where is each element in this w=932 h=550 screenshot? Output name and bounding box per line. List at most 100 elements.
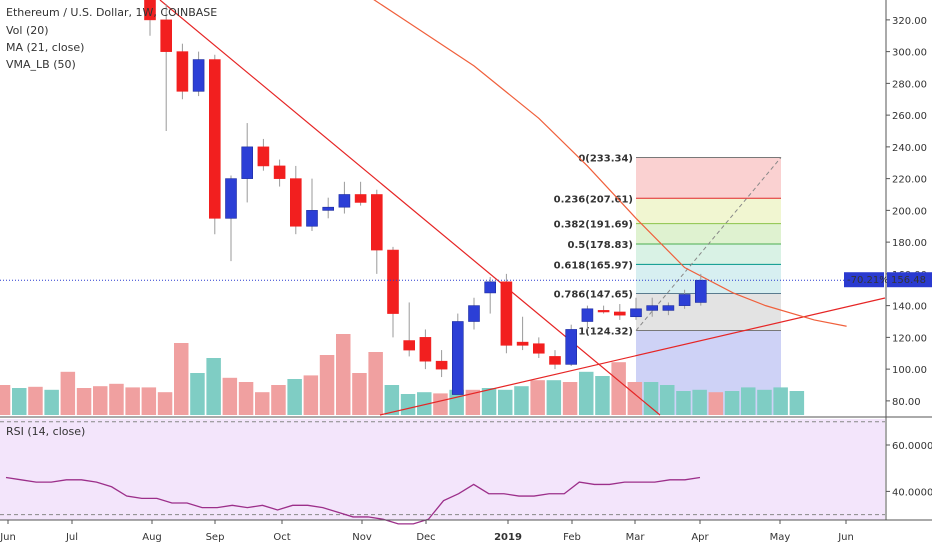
volume-bar	[741, 387, 756, 415]
volume-bar	[692, 389, 707, 415]
volume-bar	[498, 389, 513, 415]
volume-bar	[660, 385, 675, 415]
candle-body	[176, 51, 189, 92]
candle-body	[241, 146, 253, 179]
time-tick-label: May	[770, 532, 791, 543]
candle-body	[403, 340, 416, 351]
volume-bar	[433, 393, 448, 415]
fib-level-label: 0.618(165.97)	[554, 260, 633, 271]
volume-bar	[93, 386, 108, 415]
candle-body	[565, 329, 578, 365]
time-tick-label: Sep	[206, 532, 225, 543]
volume-bar	[44, 389, 59, 415]
change-badge-text: -70.21%	[847, 275, 889, 286]
volume-bar	[773, 387, 788, 415]
candle-body	[192, 59, 205, 92]
time-tick-label: Feb	[563, 532, 581, 543]
fib-level-label: 0.5(178.83)	[568, 240, 633, 251]
price-tick-label: 200.00	[892, 206, 927, 217]
candle-body	[322, 206, 335, 211]
volume-bar	[255, 392, 270, 415]
rsi-line	[5, 476, 701, 525]
candle-body	[581, 308, 594, 322]
candle-body	[613, 311, 626, 316]
price-tick-label: 180.00	[892, 238, 927, 249]
volume-bar	[271, 385, 286, 415]
volume-bar	[12, 388, 27, 415]
fib-zone	[636, 157, 781, 199]
volume-bar	[125, 387, 140, 415]
price-tick-label: 220.00	[892, 175, 927, 186]
volume-bar	[303, 375, 319, 415]
candle-body	[678, 294, 691, 306]
time-tick-label: 2019	[494, 532, 522, 543]
candle-body	[257, 146, 270, 167]
time-tick-label: Dec	[416, 532, 435, 543]
price-badge	[887, 272, 932, 288]
fib-zone	[636, 293, 781, 331]
fib-zone	[636, 243, 781, 265]
legend-vma[interactable]: VMA_LB (50)	[6, 58, 76, 71]
fib-trend-line	[635, 157, 782, 331]
volume-bar	[611, 362, 626, 415]
candle-body	[484, 281, 497, 294]
fib-level-label: 0(233.34)	[578, 153, 633, 164]
legend-volume[interactable]: Vol (20)	[6, 24, 49, 37]
candle-body	[354, 194, 367, 203]
candle-body	[387, 249, 399, 314]
price-tick-label: 320.00	[892, 16, 927, 27]
candle-body	[289, 178, 302, 227]
price-tick-label: 120.00	[892, 333, 927, 344]
price-tick-label: 260.00	[892, 111, 927, 122]
volume-bar	[514, 386, 529, 415]
fib-zone	[636, 223, 781, 244]
candle-body	[338, 194, 351, 208]
time-tick-label: Aug	[142, 532, 162, 543]
price-tick-label: 140.00	[892, 302, 927, 313]
candle-body	[662, 305, 675, 311]
change-badge	[844, 272, 884, 288]
volume-bar	[157, 392, 173, 415]
candle-body	[144, 0, 156, 21]
candle-body	[646, 305, 659, 311]
volume-bar	[76, 388, 92, 415]
volume-bar	[724, 391, 740, 415]
fib-level-label: 1(124.32)	[578, 327, 633, 338]
price-tick-label: 240.00	[892, 143, 927, 154]
legend-moving-average[interactable]: MA (21, close)	[6, 41, 85, 54]
rsi-tick-label: 40.0000	[892, 487, 932, 498]
volume-bar	[319, 355, 335, 415]
volume-bar	[465, 389, 481, 415]
volume-bar	[400, 394, 416, 415]
volume-bar	[287, 379, 302, 415]
candle-body	[532, 343, 545, 354]
candle-body	[549, 356, 561, 365]
volume-bar	[627, 382, 643, 415]
price-tick-label: 100.00	[892, 365, 927, 376]
volume-bar	[109, 383, 124, 415]
price-tick-label: 300.00	[892, 48, 927, 59]
volume-bar	[481, 388, 497, 415]
legend-rsi[interactable]: RSI (14, close)	[6, 425, 86, 438]
price-tick-label: 280.00	[892, 79, 927, 90]
volume-bar	[141, 387, 157, 415]
candle-body	[630, 308, 642, 318]
fib-zone	[636, 264, 781, 294]
volume-bar	[595, 376, 610, 415]
candle-body	[516, 341, 529, 346]
volume-bar	[789, 391, 805, 415]
volume-bar	[757, 389, 772, 415]
candle-body	[597, 310, 610, 313]
fib-level-label: 0.382(191.69)	[554, 220, 633, 231]
volume-bar	[352, 373, 367, 415]
fib-zone	[636, 198, 781, 224]
volume-bar	[28, 386, 43, 415]
candle-body	[370, 194, 383, 251]
volume-bar	[417, 392, 432, 415]
uptrend-line	[379, 297, 886, 416]
price-tick-label: 80.00	[892, 397, 921, 408]
candle-body	[273, 165, 286, 179]
candle-body	[160, 19, 172, 52]
